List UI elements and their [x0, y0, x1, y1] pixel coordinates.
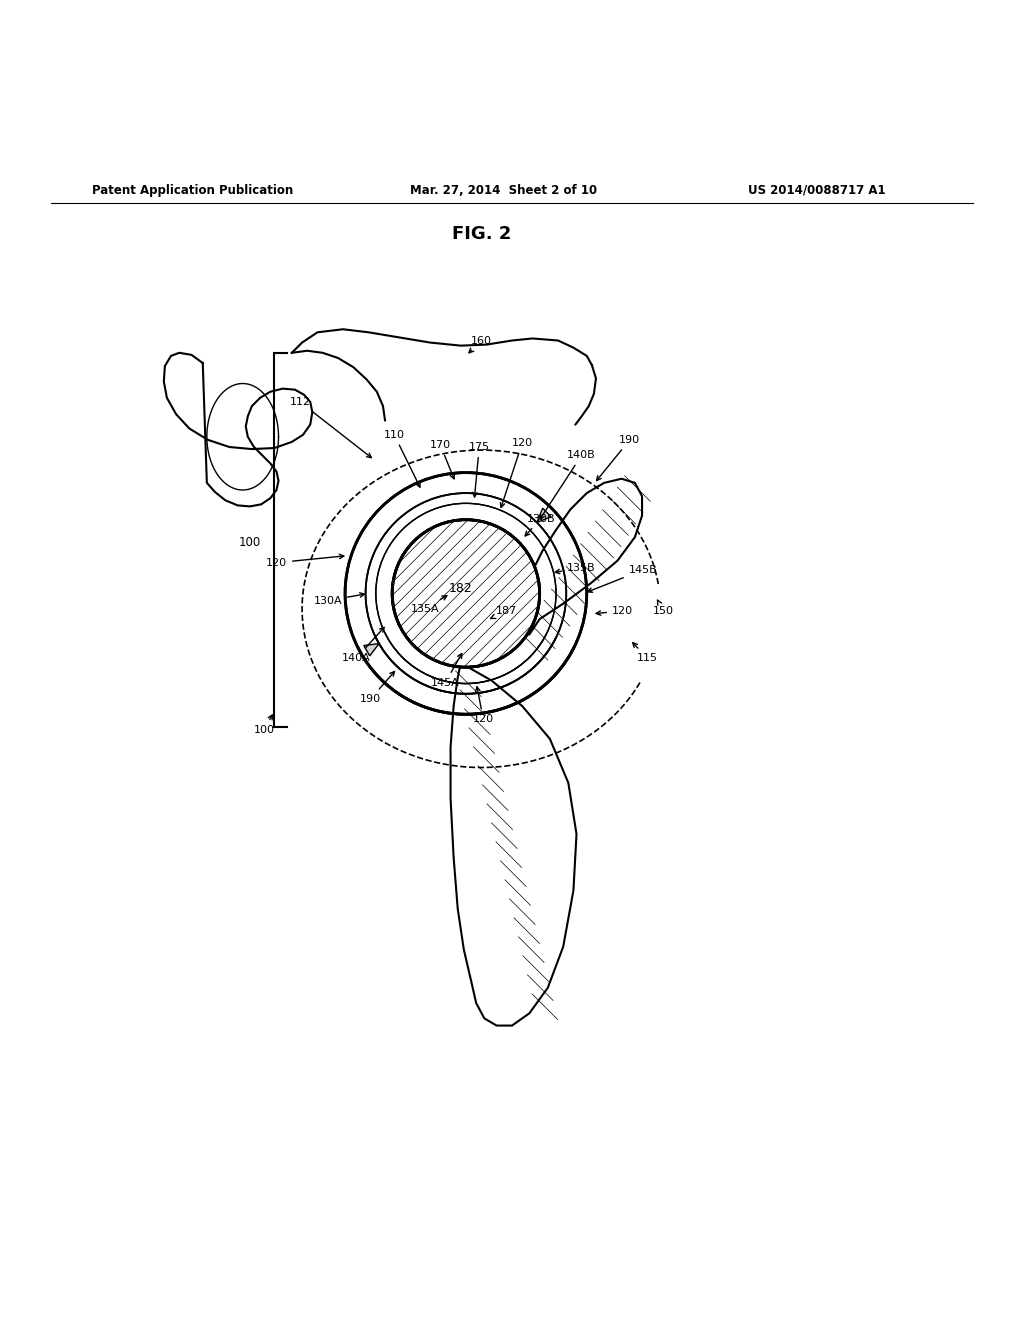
- Text: 112: 112: [290, 397, 372, 458]
- Text: 182: 182: [449, 582, 473, 595]
- Text: 120: 120: [266, 554, 344, 568]
- Text: 135A: 135A: [411, 595, 446, 614]
- Text: 135B: 135B: [555, 562, 596, 574]
- Text: 120: 120: [596, 606, 633, 616]
- Text: 130B: 130B: [525, 513, 555, 536]
- Text: 145A: 145A: [431, 653, 462, 688]
- Text: 120: 120: [501, 438, 532, 507]
- Text: Patent Application Publication: Patent Application Publication: [92, 183, 294, 197]
- Text: 190: 190: [597, 434, 640, 480]
- Text: 175: 175: [469, 442, 489, 496]
- Polygon shape: [451, 663, 577, 1026]
- Text: 190: 190: [360, 672, 394, 704]
- Text: 150: 150: [653, 601, 674, 616]
- Polygon shape: [537, 508, 551, 523]
- Text: US 2014/0088717 A1: US 2014/0088717 A1: [748, 183, 885, 197]
- Text: 100: 100: [239, 536, 261, 549]
- Text: 160: 160: [469, 335, 492, 352]
- Polygon shape: [515, 479, 642, 635]
- Polygon shape: [364, 644, 379, 656]
- Text: Mar. 27, 2014  Sheet 2 of 10: Mar. 27, 2014 Sheet 2 of 10: [410, 183, 597, 197]
- Text: 140B: 140B: [540, 450, 596, 519]
- Text: 115: 115: [633, 643, 657, 663]
- Text: 120: 120: [473, 686, 494, 725]
- Text: FIG. 2: FIG. 2: [452, 224, 511, 243]
- Text: 100: 100: [254, 715, 274, 735]
- Circle shape: [392, 520, 540, 667]
- Text: 170: 170: [430, 440, 455, 479]
- Text: 187: 187: [490, 606, 517, 619]
- Text: 110: 110: [384, 430, 420, 487]
- Text: 130A: 130A: [313, 593, 365, 606]
- Text: 140A: 140A: [342, 627, 384, 663]
- Text: 145B: 145B: [588, 565, 657, 593]
